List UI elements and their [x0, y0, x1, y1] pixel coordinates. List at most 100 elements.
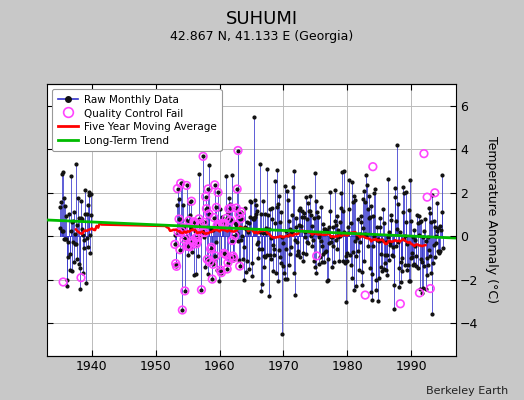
- Point: [237, 209, 246, 215]
- Point: [202, 206, 211, 212]
- Point: [188, 249, 196, 255]
- Point: [82, 279, 90, 286]
- Point: [282, 228, 290, 234]
- Point: [292, 224, 300, 230]
- Point: [240, 244, 248, 250]
- Point: [174, 196, 183, 203]
- Point: [267, 256, 275, 262]
- Point: [239, 277, 248, 283]
- Point: [281, 246, 290, 252]
- Point: [77, 215, 85, 222]
- Point: [215, 221, 224, 228]
- Point: [297, 223, 305, 230]
- Point: [235, 211, 243, 218]
- Point: [59, 169, 67, 175]
- Point: [291, 214, 300, 221]
- Point: [383, 272, 391, 278]
- Point: [369, 213, 378, 220]
- Point: [434, 250, 443, 256]
- Point: [273, 167, 281, 174]
- Point: [422, 237, 430, 244]
- Point: [233, 186, 242, 192]
- Point: [355, 267, 363, 274]
- Point: [409, 262, 417, 268]
- Point: [186, 212, 194, 218]
- Point: [424, 262, 432, 268]
- Point: [229, 253, 237, 259]
- Point: [206, 246, 215, 252]
- Point: [400, 233, 409, 239]
- Point: [380, 220, 388, 226]
- Point: [421, 286, 430, 292]
- Point: [403, 241, 412, 248]
- Point: [191, 235, 200, 241]
- Point: [177, 228, 185, 234]
- Point: [428, 191, 436, 198]
- Point: [369, 243, 377, 250]
- Point: [193, 238, 202, 245]
- Point: [344, 224, 353, 230]
- Point: [392, 226, 401, 232]
- Point: [270, 252, 279, 258]
- Point: [72, 161, 81, 167]
- Point: [404, 262, 412, 268]
- Point: [233, 186, 242, 192]
- Point: [300, 214, 309, 220]
- Point: [251, 196, 259, 203]
- Point: [391, 185, 399, 192]
- Point: [434, 248, 442, 254]
- Point: [187, 224, 195, 231]
- Point: [180, 236, 188, 243]
- Point: [174, 229, 182, 235]
- Point: [369, 164, 377, 170]
- Point: [223, 210, 232, 216]
- Point: [245, 220, 254, 226]
- Point: [357, 269, 366, 275]
- Point: [336, 233, 344, 240]
- Point: [315, 231, 324, 237]
- Point: [78, 225, 86, 232]
- Point: [343, 250, 351, 257]
- Point: [172, 263, 181, 270]
- Point: [188, 238, 196, 244]
- Point: [332, 213, 341, 219]
- Point: [331, 187, 339, 194]
- Point: [230, 232, 238, 239]
- Point: [395, 264, 403, 271]
- Point: [185, 217, 193, 224]
- Point: [81, 187, 89, 194]
- Point: [297, 208, 305, 214]
- Point: [220, 222, 228, 229]
- Point: [219, 219, 227, 225]
- Point: [325, 189, 334, 195]
- Point: [307, 232, 315, 239]
- Point: [178, 179, 186, 186]
- Point: [219, 222, 227, 228]
- Point: [289, 270, 298, 276]
- Point: [221, 220, 229, 227]
- Point: [330, 218, 339, 224]
- Point: [345, 205, 354, 212]
- Point: [335, 231, 343, 237]
- Point: [350, 193, 358, 200]
- Point: [281, 276, 289, 282]
- Point: [65, 210, 73, 217]
- Point: [342, 252, 350, 259]
- Point: [287, 244, 296, 250]
- Point: [272, 270, 280, 276]
- Point: [293, 239, 301, 245]
- Point: [354, 216, 363, 222]
- Legend: Raw Monthly Data, Quality Control Fail, Five Year Moving Average, Long-Term Tren: Raw Monthly Data, Quality Control Fail, …: [52, 89, 222, 152]
- Point: [258, 246, 266, 252]
- Point: [64, 254, 73, 260]
- Point: [79, 232, 87, 238]
- Point: [407, 255, 416, 262]
- Point: [266, 206, 275, 212]
- Point: [185, 244, 194, 250]
- Point: [210, 214, 218, 221]
- Point: [426, 285, 434, 292]
- Point: [176, 246, 184, 253]
- Point: [437, 226, 445, 233]
- Point: [217, 270, 225, 276]
- Point: [194, 216, 203, 222]
